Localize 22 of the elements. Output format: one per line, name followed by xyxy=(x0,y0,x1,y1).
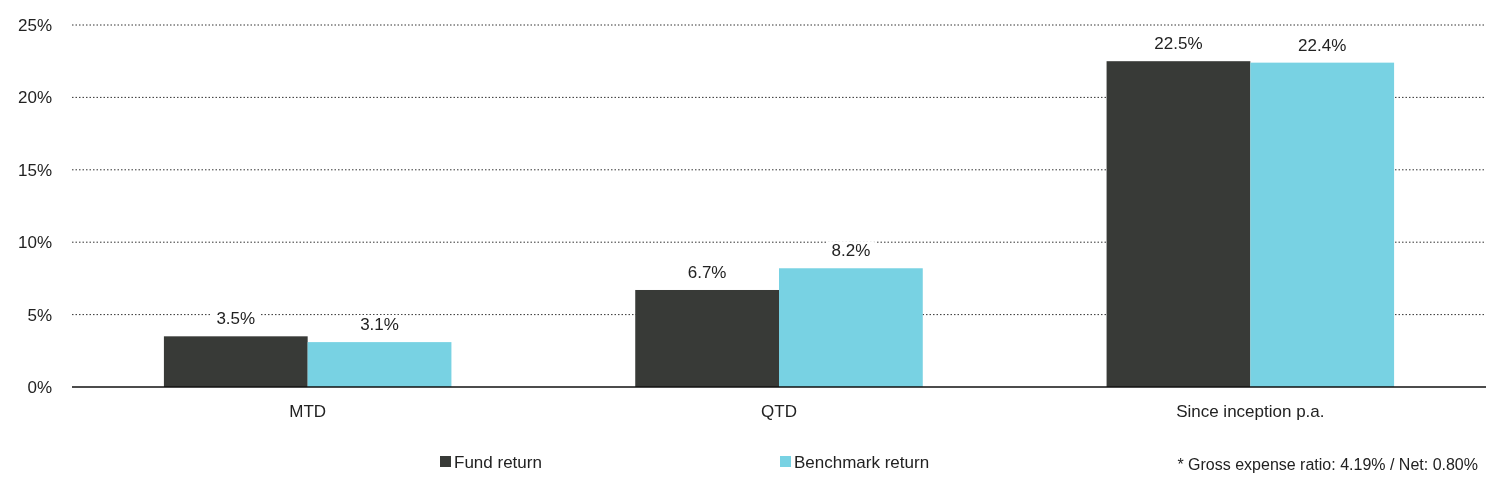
text: * Gross expense ratio: 4.19% / Net: 0.80% xyxy=(1177,456,1478,473)
data-label: 6.7% xyxy=(687,262,727,282)
y-tick-label: 20% xyxy=(17,88,52,108)
y-tick-label: 5% xyxy=(27,305,52,325)
bar xyxy=(163,336,308,387)
y-tick-label: 0% xyxy=(27,377,52,397)
data-label: 3.1% xyxy=(360,315,399,335)
data-label: 22.4% xyxy=(1298,35,1347,55)
bar xyxy=(779,268,923,387)
legend-label: Benchmark return xyxy=(794,453,930,472)
x-tick-label: Since inception p.a. xyxy=(1176,402,1325,421)
bar xyxy=(307,342,452,387)
y-tick-label: 25% xyxy=(17,15,52,35)
y-tick-label: 10% xyxy=(17,233,52,253)
y-tick-label: 15% xyxy=(17,160,52,180)
data-label: 3.5% xyxy=(216,309,256,329)
data-label: 8.2% xyxy=(831,241,871,261)
x-tick-label: MTD xyxy=(289,402,327,421)
bar xyxy=(1250,62,1395,387)
legend-label: Fund return xyxy=(454,453,542,472)
data-label: 22.5% xyxy=(1154,34,1203,54)
x-tick-label: QTD xyxy=(761,402,797,421)
